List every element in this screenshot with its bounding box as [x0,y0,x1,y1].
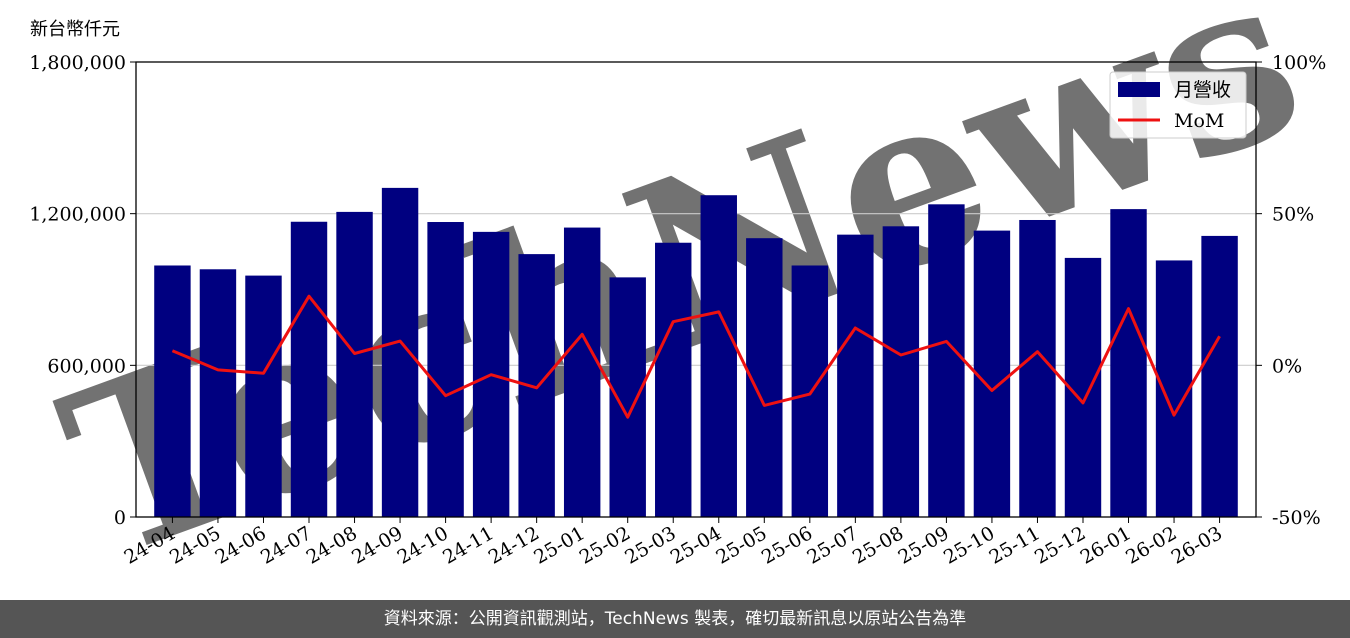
x-tick-label: 26-01 [1077,522,1135,568]
revenue-bar [199,269,237,517]
revenue-bar [245,275,282,517]
y-tick-label: 1,800,000 [29,52,126,74]
x-tick-label: 25-04 [667,522,725,568]
mom-line [171,294,1221,419]
revenue-bar [655,242,692,517]
mom-line-series [171,294,1221,419]
revenue-bar [154,265,191,517]
legend-bar-swatch [1118,82,1160,97]
revenue-bar [609,277,646,517]
legend: 月營收 MoM [1109,71,1247,139]
x-tick-label: 25-07 [803,522,861,568]
x-tick-label: 24-10 [394,522,452,568]
x-tick-label: 25-11 [986,522,1044,568]
x-tick-label: 25-01 [530,522,588,568]
y-tick-label: 0 [114,507,126,529]
revenue-bar [928,204,965,517]
footer-source-note: 資料來源：公開資訊觀測站，TechNews 製表，確切最新訊息以原站公告為準 [0,600,1350,638]
revenue-bar [791,265,829,517]
revenue-bar [1201,235,1238,517]
x-tick-label: 26-03 [1168,522,1226,568]
y-tick-label: 1,200,000 [29,204,126,226]
revenue-bar [882,226,920,518]
legend-label-mom: MoM [1174,110,1224,132]
bar-series [154,187,1238,518]
x-tick-label: 25-12 [1031,522,1089,568]
x-tick-label: 25-02 [576,522,634,568]
revenue-bar [837,234,874,517]
x-tick-label: 25-09 [894,522,952,568]
revenue-bar [290,221,328,517]
x-tick-label: 24-09 [348,522,406,568]
x-tick-label: 25-10 [940,522,998,568]
x-tick-label: 24-12 [485,522,543,568]
revenue-bar [973,230,1011,517]
revenue-bar [336,211,373,517]
revenue-bar [381,187,419,517]
revenue-bar [1019,219,1056,517]
legend-label-revenue: 月營收 [1174,79,1231,101]
y-tick-label: 600,000 [47,355,126,377]
y2-tick-label: 50% [1272,204,1314,226]
x-tick-label: 24-11 [439,522,497,568]
x-tick-label: 25-03 [621,522,679,568]
y2-tick-label: -50% [1272,507,1321,529]
x-tick-label: 25-05 [712,522,770,568]
revenue-bar [700,195,737,518]
revenue-bar [1110,209,1147,517]
y-axis-unit-label: 新台幣仟元 [30,19,120,40]
y2-tick-label: 100% [1272,52,1326,74]
y2-tick-label: 0% [1272,355,1302,377]
x-tick-label: 25-06 [758,522,816,568]
x-tick-label: 26-02 [1122,522,1180,568]
revenue-bar [427,222,464,517]
x-tick-label: 25-08 [849,522,907,568]
plot-frame [135,61,1257,518]
revenue-chart: TechNews 0600,0001,200,0001,800,000-50%0… [29,0,1331,600]
revenue-bar [563,227,601,517]
